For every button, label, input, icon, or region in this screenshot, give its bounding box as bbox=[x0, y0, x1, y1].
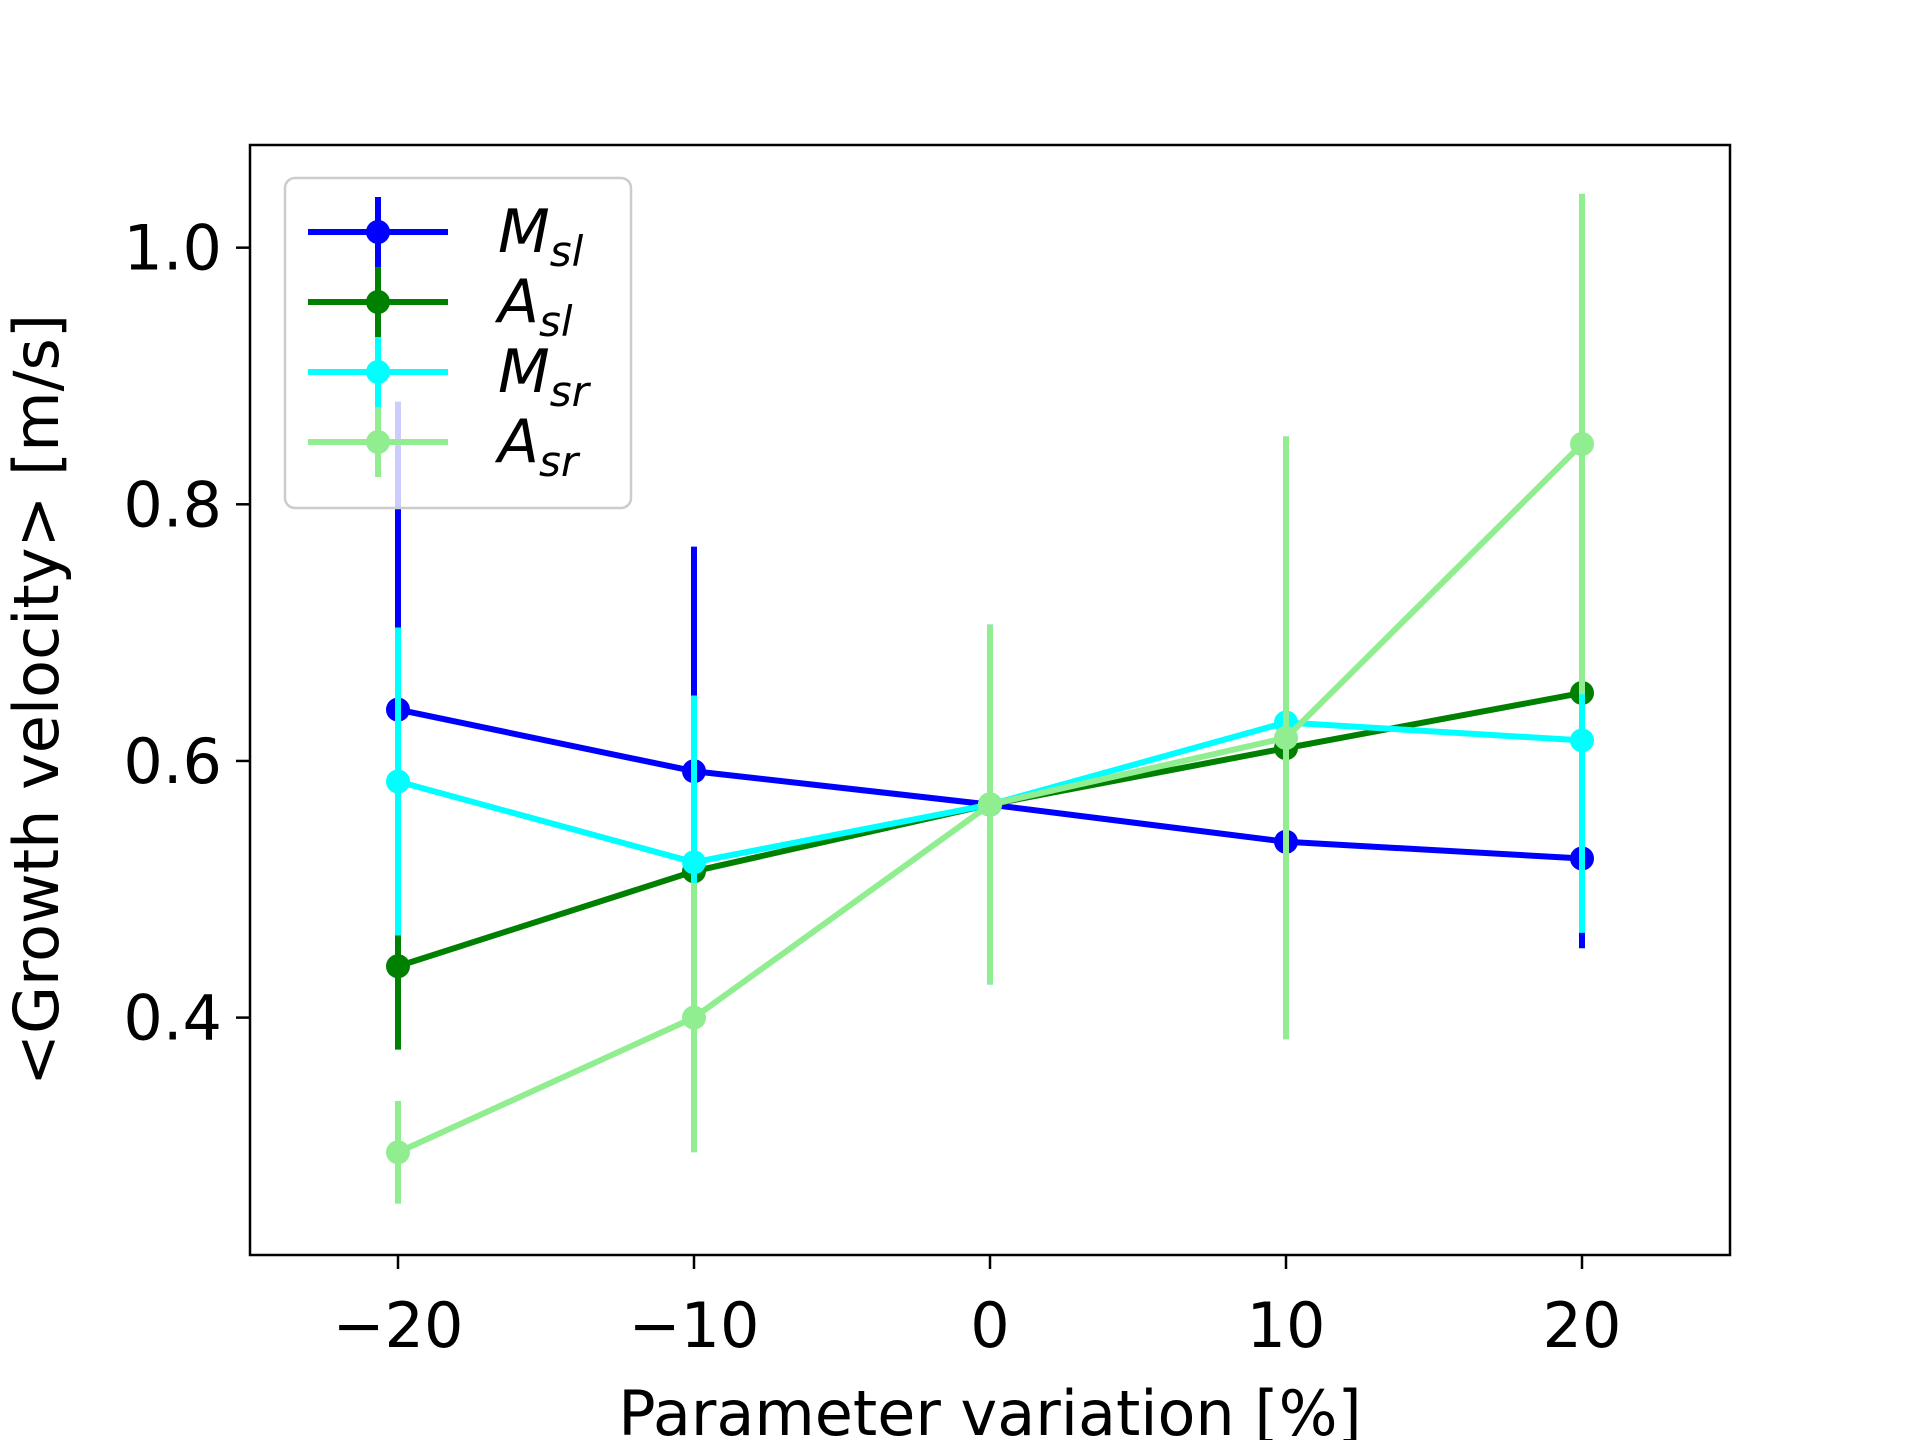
y-axis-label: <Growth velocity> [m/s] bbox=[0, 314, 73, 1086]
legend-label-base: A bbox=[494, 407, 539, 477]
x-tick-label: −20 bbox=[333, 1289, 464, 1362]
legend-label: Msl bbox=[498, 197, 584, 276]
y-tick-label: 0.4 bbox=[123, 982, 222, 1055]
x-tick-label: 0 bbox=[970, 1289, 1009, 1362]
legend-marker bbox=[366, 430, 390, 454]
x-tick-label: 10 bbox=[1247, 1289, 1326, 1362]
series-layer bbox=[386, 193, 1594, 1204]
legend-label-base: M bbox=[498, 197, 550, 267]
data-point bbox=[1570, 431, 1594, 456]
legend-entry: Msr bbox=[308, 337, 592, 416]
data-point bbox=[682, 850, 706, 875]
series-Asr bbox=[386, 193, 1594, 1204]
legend-label-subscript: sl bbox=[550, 227, 584, 276]
legend-label-subscript: sl bbox=[539, 297, 573, 346]
x-tick-label: 20 bbox=[1543, 1289, 1622, 1362]
y-tick-label: 1.0 bbox=[123, 212, 222, 285]
data-point bbox=[978, 792, 1002, 817]
legend-box bbox=[283, 176, 633, 510]
data-point bbox=[1274, 725, 1298, 750]
legend-label-base: A bbox=[494, 267, 539, 337]
legend-label-subscript: sr bbox=[550, 367, 592, 416]
legend-marker bbox=[366, 220, 390, 244]
legend-label-base: M bbox=[498, 337, 550, 407]
y-tick-label: 0.8 bbox=[123, 468, 222, 541]
data-point bbox=[682, 1005, 706, 1030]
legend-entry: Msl bbox=[308, 197, 584, 276]
legend-label-subscript: sr bbox=[539, 437, 581, 486]
legend-entry: Asr bbox=[308, 407, 581, 486]
legend-label: Asl bbox=[494, 267, 573, 346]
data-point bbox=[386, 954, 410, 979]
data-point bbox=[386, 1140, 410, 1165]
legend-marker bbox=[366, 290, 390, 314]
legend-entry: Asl bbox=[308, 267, 573, 346]
legend-marker bbox=[366, 360, 390, 384]
x-axis-label: Parameter variation [%] bbox=[618, 1377, 1361, 1440]
legend-label: Asr bbox=[494, 407, 581, 486]
data-point bbox=[386, 769, 410, 794]
x-tick-label: −10 bbox=[629, 1289, 760, 1362]
legend-label: Msr bbox=[498, 337, 592, 416]
ticks-layer: −20 −10 0 10 20 0.4 0.6 0.8 1.0 bbox=[123, 212, 1621, 1362]
data-point bbox=[1570, 728, 1594, 753]
y-tick-label: 0.6 bbox=[123, 725, 222, 798]
